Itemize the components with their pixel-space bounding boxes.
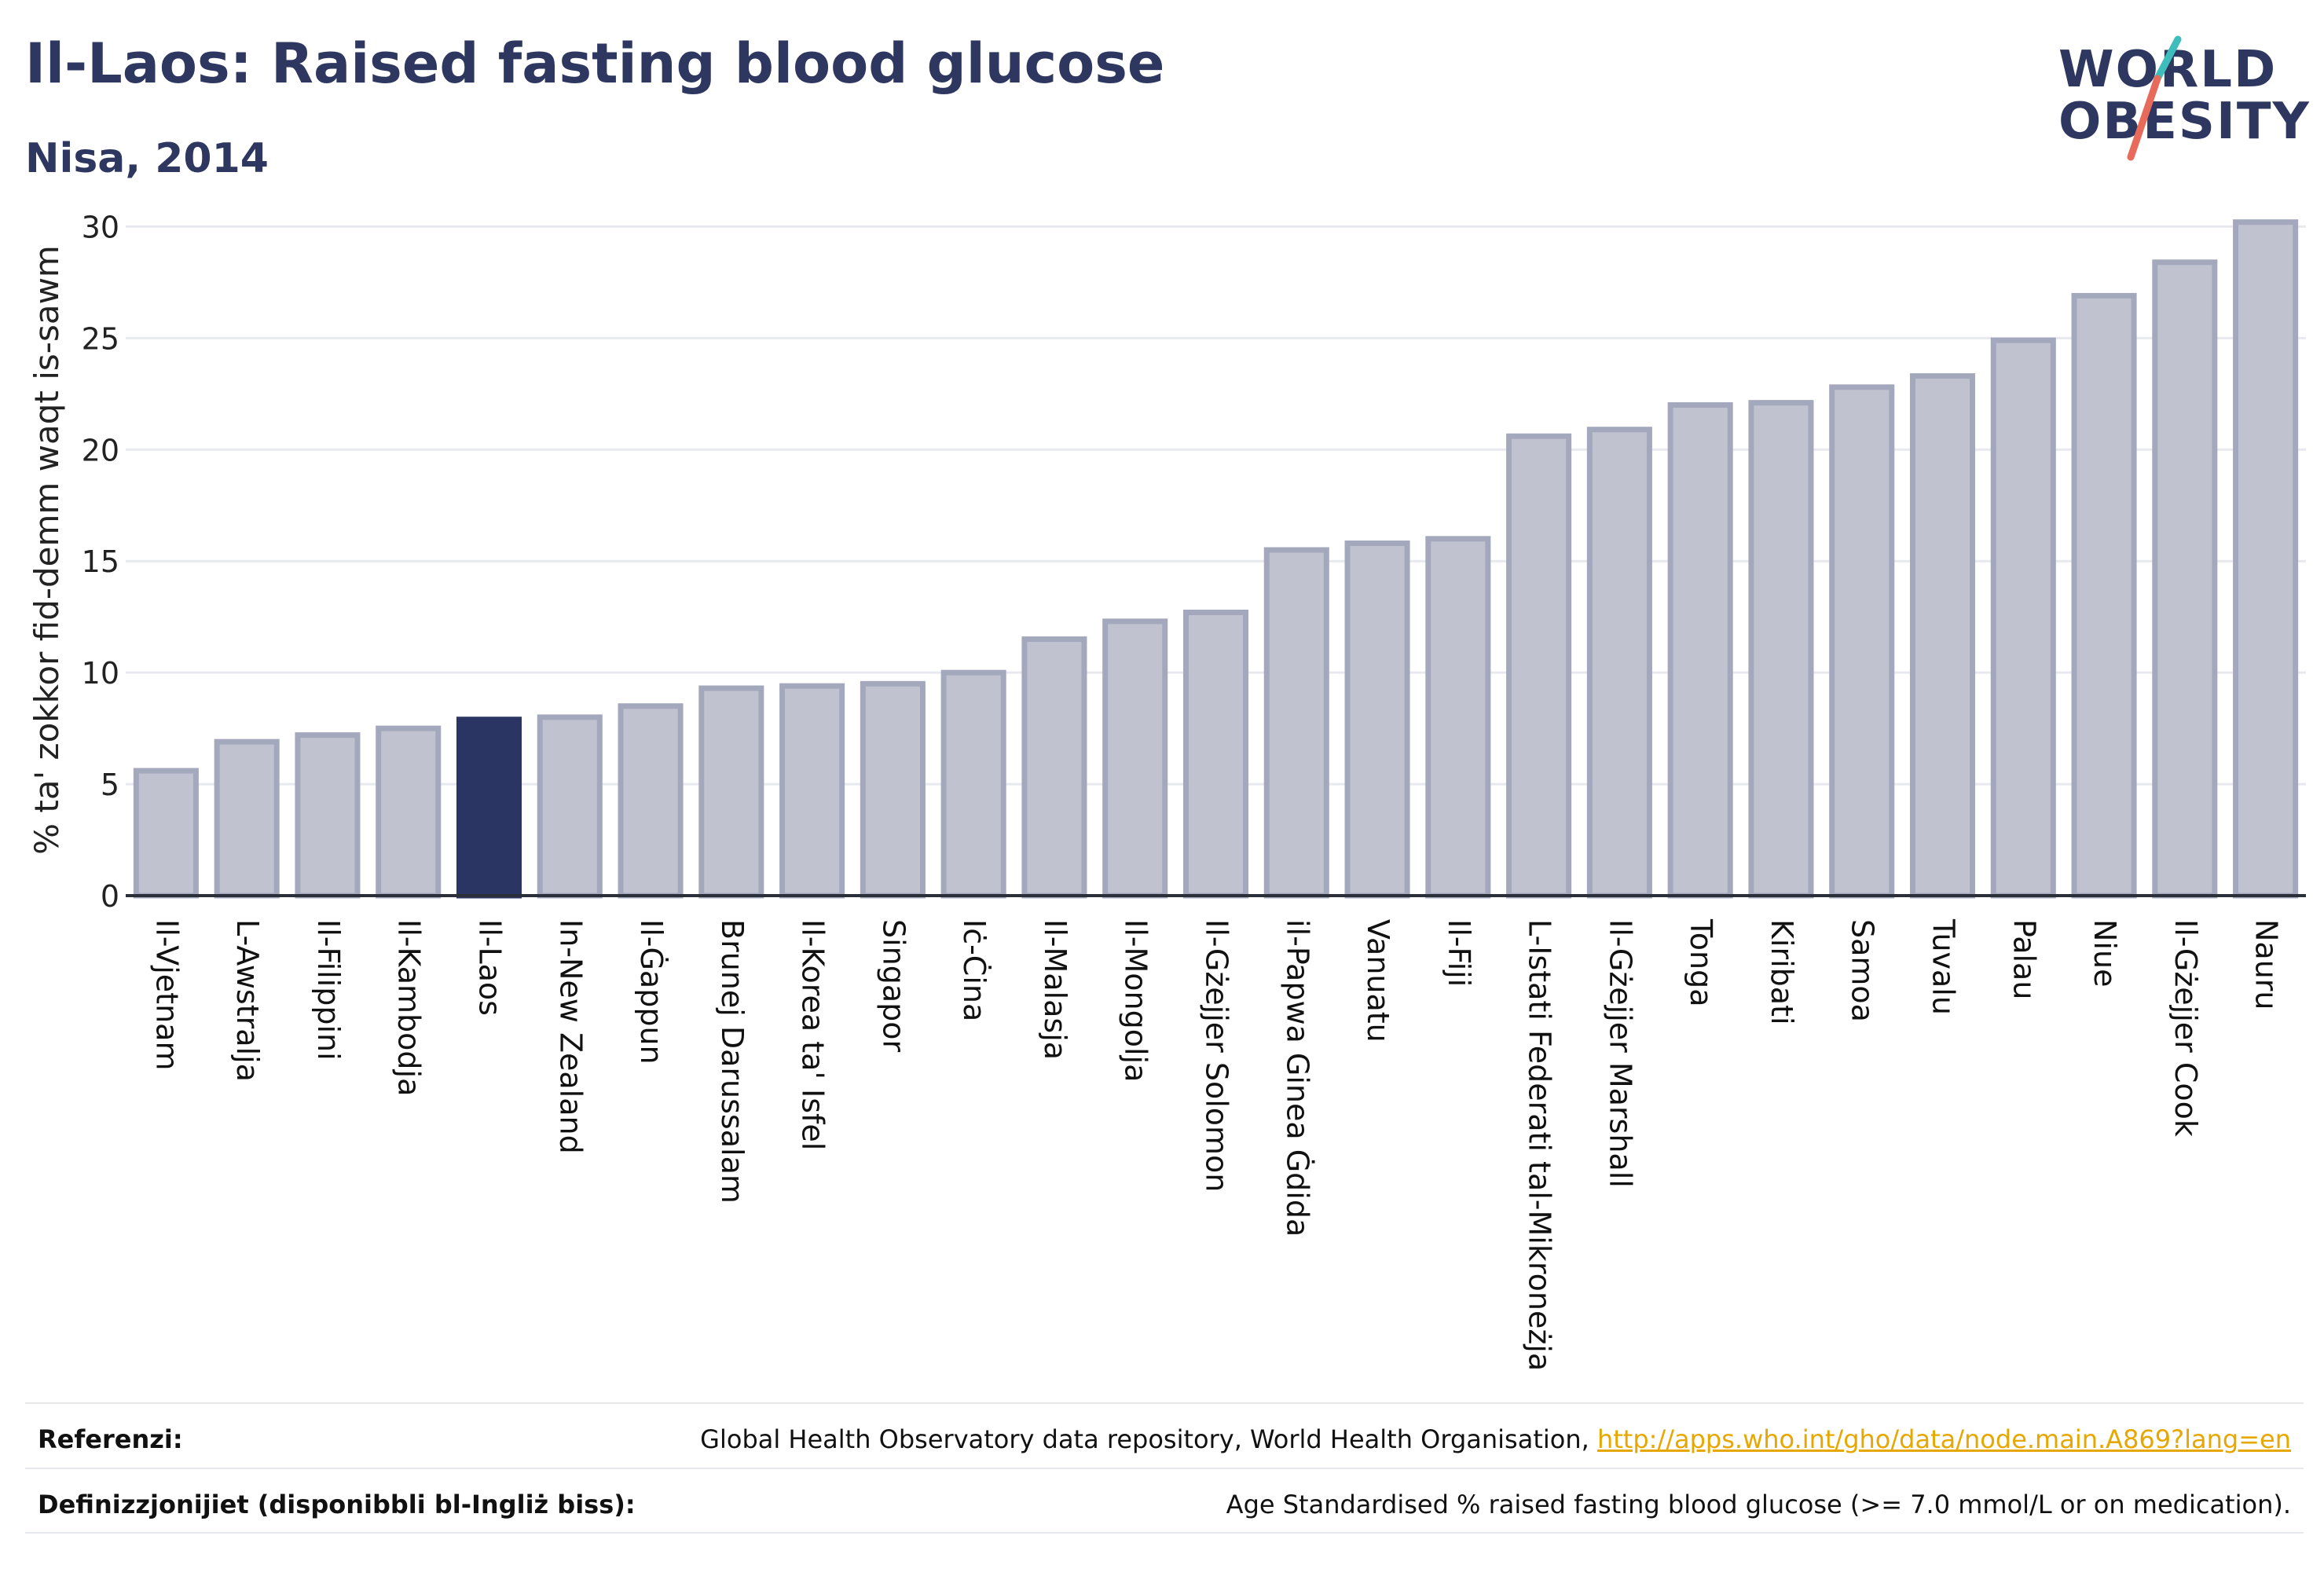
x-tick-label: Il-Filippini <box>311 919 346 1061</box>
x-tick-label: Kiribati <box>1765 919 1799 1025</box>
logo-slash-icon <box>2127 35 2182 161</box>
bar <box>940 669 1006 899</box>
x-tick-label: Il-Korea ta' Isfel <box>796 919 830 1150</box>
bar <box>214 739 280 899</box>
chart-subtitle: Nisa, 2014 <box>25 135 269 182</box>
definitions-label: Definizzjonijiet (disponibbli bl-Ingliż … <box>38 1490 636 1519</box>
bar <box>2233 219 2299 899</box>
x-tick-label: Il-Gżejjer Cook <box>2168 919 2203 1137</box>
y-axis-label: % ta' zokkor fid-demm waqt is-sawm <box>27 245 66 855</box>
y-tick-label: 5 <box>101 768 119 802</box>
references-value: Global Health Observatory data repositor… <box>700 1424 2291 1454</box>
y-tick-label: 20 <box>82 433 119 467</box>
y-tick-label: 10 <box>82 656 119 691</box>
logo-text-world: WORLD <box>2058 41 2278 99</box>
bar <box>2071 292 2137 899</box>
bar <box>295 732 361 899</box>
bar-highlight <box>456 717 522 899</box>
y-tick-label: 25 <box>82 321 119 356</box>
references-label: Referenzi: <box>38 1424 183 1454</box>
bar <box>376 725 442 899</box>
definitions-row: Definizzjonijiet (disponibbli bl-Ingliż … <box>25 1468 2304 1534</box>
logo-text-obesity: OBESITY <box>2058 93 2311 151</box>
y-tick-label: 30 <box>82 210 119 244</box>
x-tick-label: Il-Mongolja <box>1119 919 1153 1082</box>
x-tick-label: Il-Gżejjer Marshall <box>1603 919 1637 1188</box>
bar <box>1102 618 1168 899</box>
world-obesity-logo: WORLD OBESITY <box>2043 31 2309 173</box>
bar <box>1586 427 1652 899</box>
bar <box>1182 609 1249 899</box>
bar <box>133 768 199 899</box>
x-tick-label: Il-Vjetnam <box>149 919 184 1070</box>
x-tick-label: Il-Fiji <box>1442 919 1476 987</box>
x-tick-label: L-Awstralja <box>230 919 265 1082</box>
footer-divider <box>25 1532 2304 1534</box>
x-tick-label: Niue <box>2088 919 2122 987</box>
x-tick-label: In-New Zealand <box>553 919 588 1154</box>
x-tick-label: Il-Laos <box>473 919 508 1016</box>
bar <box>1667 401 1733 899</box>
bar <box>1990 337 2056 899</box>
x-tick-label: Il-Gżejjer Solomon <box>1200 919 1234 1192</box>
references-link[interactable]: http://apps.who.int/gho/data/node.main.A… <box>1596 1424 2291 1454</box>
chart-title: Il-Laos: Raised fasting blood glucose <box>25 31 1165 96</box>
x-tick-label: Il-Malasja <box>1038 919 1072 1060</box>
definitions-value: Age Standardised % raised fasting blood … <box>1226 1490 2291 1519</box>
bar <box>1425 536 1491 899</box>
x-tick-label: Tuvalu <box>1926 918 1961 1015</box>
bar <box>1748 400 1814 899</box>
x-tick-label: L-Istati Federati tal-Mikroneżja <box>1523 919 1557 1371</box>
bar <box>1829 384 1895 899</box>
references-text: Global Health Observatory data repositor… <box>700 1424 1597 1454</box>
x-tick-label: Vanuatu <box>1361 919 1395 1043</box>
x-tick-label: Palau <box>2007 919 2041 999</box>
x-tick-label: Iċ-Ċina <box>957 919 992 1021</box>
x-tick-label: Il-Ġappun <box>634 919 669 1065</box>
y-tick-label: 0 <box>101 879 119 914</box>
x-tick-label: il-Papwa Ginea Ġdida <box>1280 919 1314 1237</box>
bar <box>698 685 764 899</box>
x-tick-label: Singapor <box>876 919 911 1053</box>
bar <box>860 680 926 899</box>
bar <box>618 703 684 899</box>
x-tick-label: Nauru <box>2249 919 2284 1010</box>
bar <box>1344 540 1410 899</box>
x-tick-label: Tonga <box>1684 918 1718 1007</box>
bar <box>537 714 603 899</box>
x-tick-label: Brunej Darussalam <box>715 919 750 1204</box>
bar <box>1909 373 1976 899</box>
bar <box>1263 547 1329 899</box>
bar <box>2152 259 2218 899</box>
bar <box>779 683 845 899</box>
x-tick-label: Il-Kambodja <box>392 919 427 1096</box>
references-row: Referenzi: Global Health Observatory dat… <box>25 1402 2304 1468</box>
bar-chart: 0 5 10 15 20 25 30 % ta' zokkor fid-demm waqt i… <box>27 210 2306 1371</box>
bar <box>1506 433 1572 899</box>
x-tick-label: Samoa <box>1846 919 1880 1022</box>
y-tick-label: 15 <box>82 544 119 579</box>
bar <box>1021 636 1087 899</box>
